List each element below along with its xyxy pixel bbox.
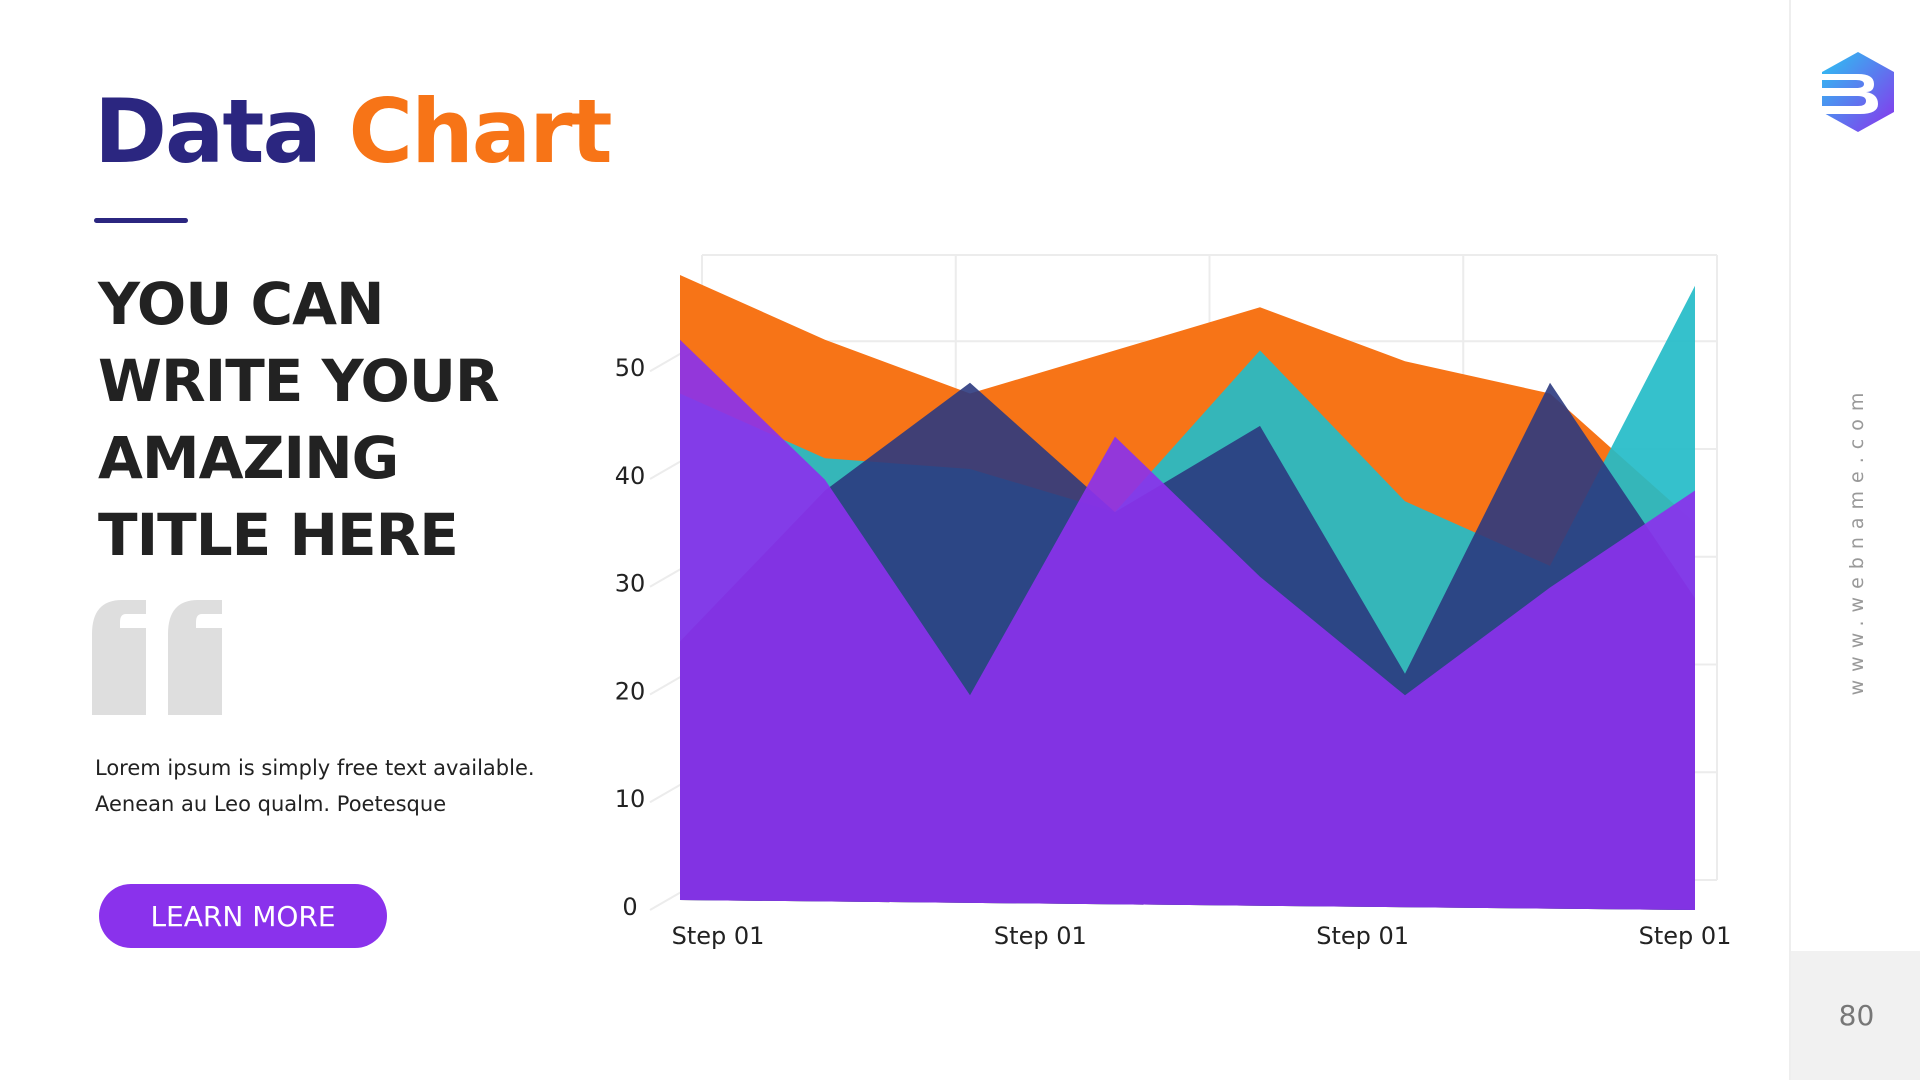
title-word-chart: Chart (348, 80, 613, 183)
x-tick-label: Step 01 (994, 922, 1087, 950)
y-tick-label: 20 (615, 677, 646, 705)
description-line: Lorem ipsum is simply free text availabl… (95, 756, 535, 780)
x-tick-label: Step 01 (1316, 922, 1409, 950)
y-tick-label: 50 (615, 354, 646, 382)
quote-icon (92, 600, 222, 715)
title-underline (94, 218, 188, 223)
y-tick-label: 10 (615, 785, 646, 813)
sidebar: www.webname.com 80 (1789, 0, 1920, 1080)
learn-more-button[interactable]: LEARN MORE (99, 884, 387, 948)
y-tick-label: 0 (622, 893, 637, 921)
chart-areas (680, 275, 1695, 910)
slide-title: Data Chart (94, 88, 613, 176)
heading-line: AMAZING (98, 424, 399, 492)
area-series-4 (680, 339, 1695, 910)
website-url: www.webname.com (1846, 384, 1868, 696)
chart-labels: 0 10 20 30 40 50 Step 01 Step 01 Step 01 Step 01 (615, 354, 1732, 950)
heading-line: WRITE YOUR (98, 347, 500, 415)
description: Lorem ipsum is simply free text availabl… (95, 750, 565, 822)
description-line: Aenean au Leo qualm. Poetesque (95, 792, 447, 816)
heading-line: TITLE HERE (98, 501, 459, 569)
area-chart: 0 10 20 30 40 50 Step 01 Step 01 Step 01 Step 01 (615, 254, 1732, 950)
slide-heading: YOU CAN WRITE YOUR AMAZING TITLE HERE (98, 266, 568, 574)
y-tick-label: 40 (615, 462, 646, 490)
y-tick-label: 30 (615, 570, 646, 598)
heading-line: YOU CAN (98, 270, 385, 338)
page-number: 80 (1791, 951, 1920, 1080)
logo-b-icon (1818, 52, 1894, 132)
x-tick-label: Step 01 (1639, 922, 1732, 950)
title-word-data: Data (94, 80, 322, 183)
x-tick-label: Step 01 (672, 922, 765, 950)
